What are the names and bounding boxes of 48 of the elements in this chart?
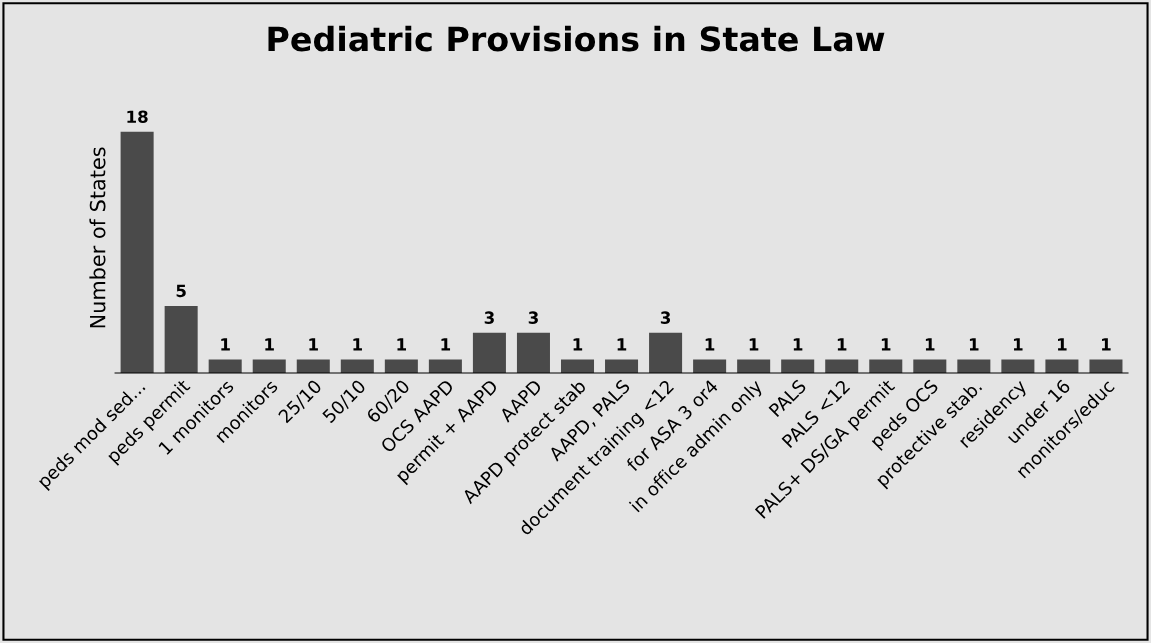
bar bbox=[164, 305, 198, 373]
chart-title: Pediatric Provisions in State Law bbox=[268, 25, 885, 52]
data-label: 1 bbox=[617, 338, 627, 351]
bar bbox=[869, 359, 903, 373]
bar bbox=[957, 359, 991, 373]
bar bbox=[1045, 359, 1079, 373]
data-label: 3 bbox=[528, 311, 538, 324]
data-label: 5 bbox=[176, 284, 186, 298]
data-label: 1 bbox=[793, 338, 803, 351]
data-label: 1 bbox=[353, 338, 362, 351]
data-label: 1 bbox=[1013, 338, 1023, 351]
bar bbox=[384, 359, 418, 373]
bar bbox=[605, 359, 639, 373]
y-axis-title: Number of States bbox=[89, 147, 106, 328]
bar bbox=[649, 332, 683, 373]
data-label: 1 bbox=[1102, 338, 1111, 351]
data-label: 1 bbox=[309, 338, 318, 351]
bar bbox=[913, 359, 947, 373]
data-label: 18 bbox=[127, 110, 148, 124]
data-label: 1 bbox=[265, 338, 274, 351]
bar bbox=[340, 359, 374, 373]
bar bbox=[428, 359, 462, 373]
bar bbox=[208, 359, 242, 373]
data-label: 1 bbox=[705, 338, 715, 351]
bar bbox=[693, 359, 727, 373]
bar bbox=[472, 332, 506, 373]
bar bbox=[120, 131, 154, 373]
data-label: 1 bbox=[749, 338, 759, 351]
bar bbox=[296, 359, 330, 373]
data-label: 1 bbox=[969, 338, 979, 351]
data-label: 1 bbox=[925, 338, 935, 351]
bar bbox=[781, 359, 815, 373]
bar bbox=[1001, 359, 1035, 373]
bar bbox=[737, 359, 771, 373]
bar bbox=[1089, 359, 1123, 373]
bar bbox=[825, 359, 859, 373]
bar bbox=[516, 332, 550, 373]
bar bbox=[252, 359, 286, 373]
bar bbox=[560, 359, 595, 373]
data-label: 1 bbox=[397, 338, 406, 351]
data-label: 3 bbox=[660, 311, 671, 324]
data-label: 1 bbox=[221, 338, 230, 351]
data-label: 3 bbox=[484, 311, 494, 324]
data-label: 1 bbox=[573, 338, 583, 351]
data-label: 1 bbox=[441, 338, 451, 351]
data-label: 1 bbox=[881, 338, 891, 351]
data-label: 1 bbox=[1058, 338, 1067, 351]
data-label: 1 bbox=[837, 338, 847, 351]
